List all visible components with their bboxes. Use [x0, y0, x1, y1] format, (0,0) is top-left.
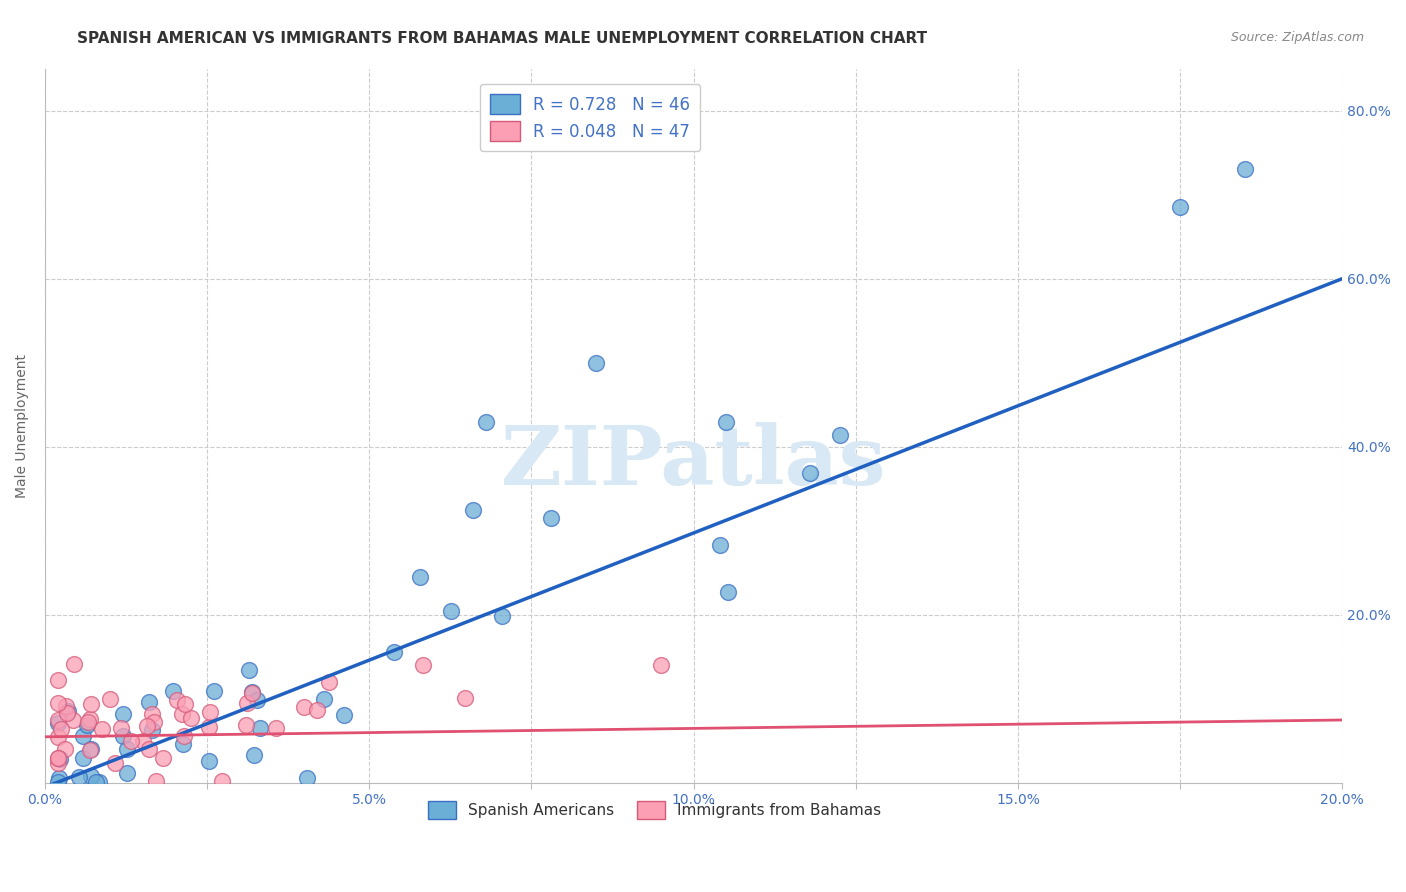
Point: [799, 466, 821, 480]
Point: [112, 706, 135, 721]
Point: [295, 771, 318, 785]
Point: [110, 721, 132, 735]
Point: [540, 511, 562, 525]
Point: [152, 750, 174, 764]
Point: [292, 699, 315, 714]
Point: [56, 706, 79, 721]
Point: [46, 715, 69, 730]
Point: [49, 752, 72, 766]
Point: [117, 741, 139, 756]
Point: [162, 683, 184, 698]
Point: [409, 570, 432, 584]
Point: [84, 775, 107, 789]
Point: [79, 742, 101, 756]
Point: [264, 721, 287, 735]
Point: [138, 695, 160, 709]
Point: [333, 707, 356, 722]
Point: [132, 733, 155, 747]
Point: [91, 723, 114, 737]
Point: [46, 697, 69, 711]
Point: [235, 696, 257, 710]
Point: [76, 717, 98, 731]
Point: [709, 538, 731, 552]
Point: [412, 657, 434, 672]
Point: [249, 722, 271, 736]
Point: [141, 723, 163, 738]
Point: [58, 704, 80, 718]
Point: [104, 756, 127, 771]
Point: [46, 713, 69, 727]
Point: [461, 503, 484, 517]
Point: [714, 415, 737, 429]
Point: [454, 691, 477, 706]
Point: [318, 675, 340, 690]
Point: [112, 729, 135, 743]
Text: Source: ZipAtlas.com: Source: ZipAtlas.com: [1230, 31, 1364, 45]
Point: [1233, 162, 1256, 177]
Point: [136, 719, 159, 733]
Point: [240, 686, 263, 700]
Text: SPANISH AMERICAN VS IMMIGRANTS FROM BAHAMAS MALE UNEMPLOYMENT CORRELATION CHART: SPANISH AMERICAN VS IMMIGRANTS FROM BAHA…: [77, 31, 928, 46]
Point: [475, 415, 498, 429]
Point: [235, 718, 257, 732]
Point: [55, 698, 77, 713]
Y-axis label: Male Unemployment: Male Unemployment: [15, 354, 30, 498]
Point: [198, 755, 221, 769]
Point: [198, 720, 221, 734]
Point: [180, 711, 202, 725]
Point: [80, 697, 103, 711]
Point: [172, 737, 194, 751]
Point: [830, 427, 852, 442]
Point: [46, 756, 69, 770]
Point: [142, 714, 165, 729]
Point: [46, 673, 69, 688]
Point: [117, 766, 139, 780]
Point: [46, 750, 69, 764]
Point: [314, 692, 336, 706]
Point: [48, 771, 70, 785]
Point: [439, 604, 461, 618]
Point: [46, 775, 69, 789]
Point: [198, 705, 221, 719]
Point: [46, 730, 69, 744]
Point: [145, 774, 167, 789]
Point: [67, 771, 90, 785]
Point: [141, 707, 163, 722]
Point: [62, 713, 84, 727]
Point: [717, 584, 740, 599]
Point: [138, 742, 160, 756]
Point: [166, 692, 188, 706]
Point: [170, 706, 193, 721]
Point: [1168, 200, 1191, 214]
Text: ZIPatlas: ZIPatlas: [501, 422, 886, 501]
Point: [62, 657, 84, 671]
Point: [89, 775, 111, 789]
Point: [72, 750, 94, 764]
Point: [173, 729, 195, 743]
Point: [650, 658, 672, 673]
Point: [585, 356, 607, 370]
Point: [72, 729, 94, 743]
Point: [120, 733, 142, 747]
Point: [307, 703, 329, 717]
Point: [53, 741, 76, 756]
Point: [100, 691, 122, 706]
Point: [240, 685, 263, 699]
Point: [202, 684, 225, 698]
Point: [77, 715, 100, 730]
Point: [46, 750, 69, 764]
Point: [238, 663, 260, 677]
Point: [51, 723, 73, 737]
Point: [382, 645, 405, 659]
Point: [211, 774, 233, 789]
Point: [491, 608, 513, 623]
Point: [173, 697, 195, 711]
Point: [79, 712, 101, 726]
Point: [246, 693, 269, 707]
Point: [80, 769, 103, 783]
Point: [242, 747, 264, 762]
Point: [79, 743, 101, 757]
Legend: Spanish Americans, Immigrants from Bahamas: Spanish Americans, Immigrants from Baham…: [422, 795, 887, 825]
